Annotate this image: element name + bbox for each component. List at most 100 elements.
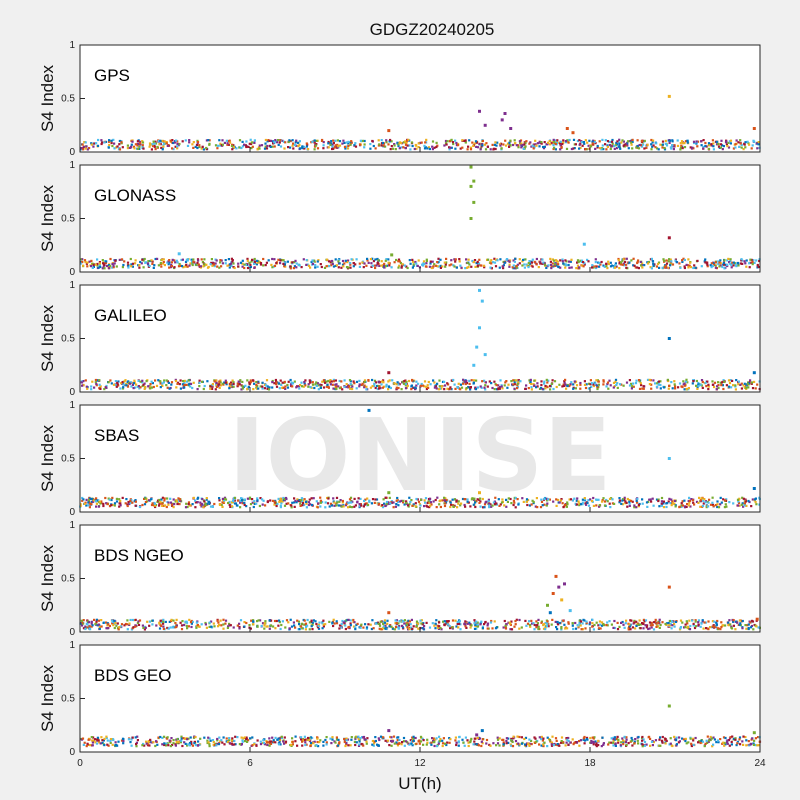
panel-plot-area (80, 165, 760, 272)
noise-point (517, 381, 520, 384)
noise-point (435, 141, 438, 144)
noise-point (155, 384, 159, 387)
noise-point (614, 738, 617, 741)
noise-point (423, 147, 427, 150)
noise-point (500, 385, 503, 388)
noise-point (271, 499, 275, 502)
noise-point (281, 500, 284, 503)
noise-point (650, 500, 653, 503)
noise-point (713, 381, 717, 384)
noise-point (394, 505, 397, 508)
noise-point (335, 620, 338, 623)
noise-point (349, 141, 352, 144)
noise-point (86, 148, 89, 151)
noise-point (230, 264, 233, 267)
noise-point (560, 498, 563, 501)
noise-point (368, 500, 371, 503)
noise-point (278, 387, 281, 390)
noise-point (709, 626, 712, 629)
noise-point (161, 148, 164, 151)
noise-point (627, 628, 630, 631)
noise-point (386, 622, 389, 625)
noise-point (314, 144, 318, 147)
noise-point (415, 497, 418, 501)
noise-point (273, 501, 277, 505)
noise-point (608, 379, 611, 382)
noise-point (216, 265, 219, 268)
noise-point (228, 500, 231, 503)
noise-point (671, 145, 674, 148)
noise-point (748, 262, 751, 265)
noise-point (202, 148, 205, 151)
noise-point (94, 378, 97, 382)
noise-point (253, 260, 256, 263)
noise-point (569, 260, 572, 263)
noise-point (758, 503, 761, 506)
noise-point (228, 624, 231, 627)
noise-point (745, 386, 748, 389)
noise-point (696, 259, 699, 262)
noise-point (385, 383, 388, 386)
noise-point (362, 266, 365, 269)
noise-point (652, 144, 655, 147)
noise-point (231, 385, 234, 389)
noise-point (218, 139, 221, 142)
noise-point (200, 623, 203, 626)
noise-point (335, 496, 339, 499)
noise-point (232, 381, 235, 384)
noise-point (397, 260, 400, 263)
noise-point (663, 259, 666, 262)
noise-point (185, 263, 188, 266)
noise-point (635, 499, 638, 502)
y-tick-label: 0.5 (61, 334, 75, 345)
noise-point (405, 380, 408, 384)
noise-point (602, 264, 605, 267)
noise-point (361, 139, 364, 142)
noise-point (298, 140, 301, 143)
noise-point (141, 384, 144, 388)
noise-point (725, 505, 728, 508)
noise-point (130, 628, 133, 631)
noise-point (618, 145, 621, 148)
noise-point (244, 384, 247, 387)
noise-point (162, 625, 165, 628)
noise-point (144, 385, 147, 389)
noise-point (448, 146, 451, 149)
noise-point (316, 260, 319, 263)
noise-point (90, 388, 93, 391)
noise-point (241, 140, 244, 143)
noise-point (709, 735, 712, 739)
noise-point (557, 265, 560, 268)
noise-point (115, 384, 118, 387)
noise-point (705, 739, 708, 742)
noise-point (596, 386, 599, 389)
noise-point (237, 380, 240, 383)
noise-point (337, 266, 340, 269)
noise-point (335, 502, 338, 505)
noise-point (468, 379, 471, 382)
noise-point (612, 626, 615, 629)
noise-point (480, 386, 483, 389)
noise-point (568, 384, 571, 388)
noise-point (382, 144, 385, 147)
noise-point (673, 144, 676, 147)
noise-point (721, 265, 724, 269)
noise-point (309, 736, 312, 739)
noise-point (486, 624, 489, 627)
noise-point (135, 745, 138, 748)
noise-point (169, 497, 172, 500)
noise-point (313, 148, 316, 151)
figure-title: GDGZ20240205 (370, 20, 495, 39)
noise-point (498, 143, 502, 146)
noise-point (121, 146, 124, 149)
noise-point (612, 739, 615, 742)
noise-point (623, 496, 626, 499)
noise-point (522, 147, 525, 150)
noise-point (310, 619, 313, 622)
noise-point (310, 625, 313, 628)
noise-point (454, 139, 457, 142)
noise-point (606, 144, 609, 147)
noise-point (241, 380, 244, 383)
noise-point (679, 619, 683, 622)
noise-point (82, 380, 85, 383)
